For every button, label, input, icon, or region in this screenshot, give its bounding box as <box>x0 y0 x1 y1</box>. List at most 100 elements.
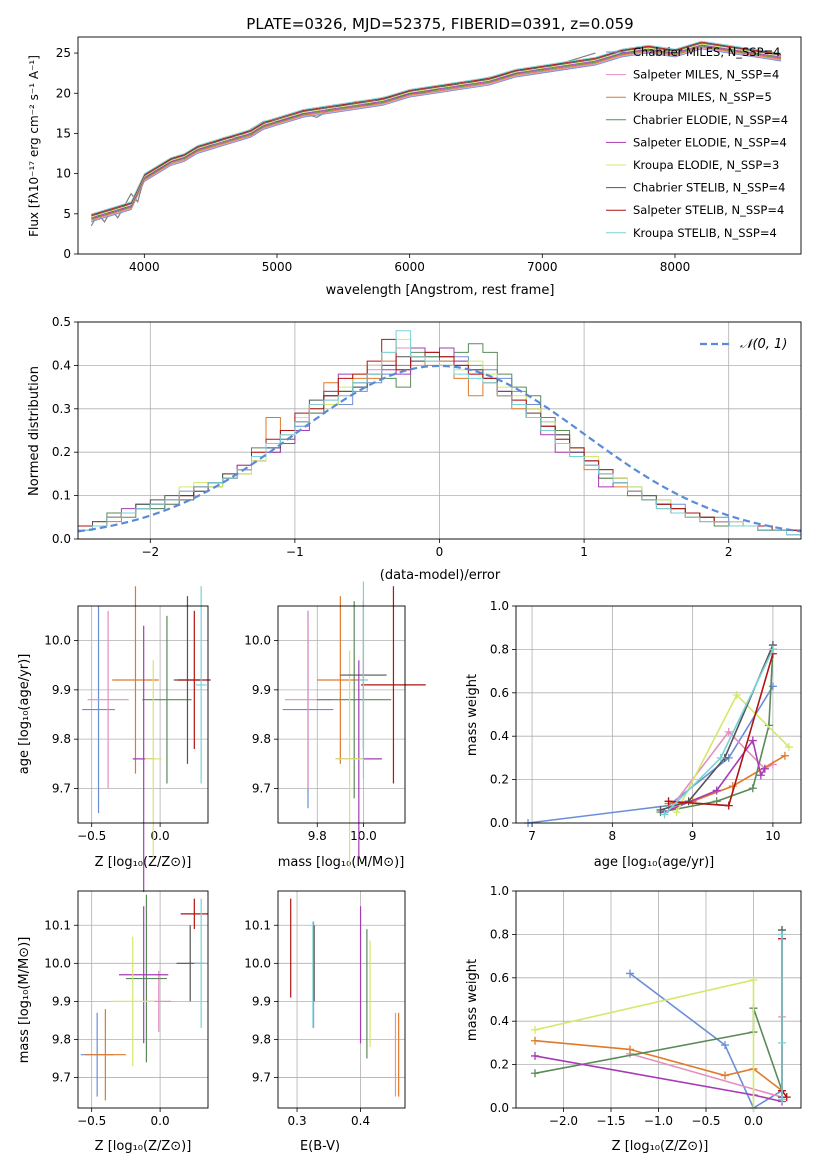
y-tick-label: 0.2 <box>52 445 71 459</box>
y-tick-label: 15 <box>56 126 71 140</box>
weight-age-x-label: age [log₁₀(age/yr)] <box>594 855 715 870</box>
weight-point-marker <box>784 743 793 752</box>
weight-point-marker <box>748 736 757 745</box>
weight-point-marker <box>531 1069 539 1078</box>
weight-point-marker <box>778 1038 786 1047</box>
histogram-legend-label: 𝒩(0, 1) <box>740 337 787 352</box>
weight-point-marker <box>756 771 765 780</box>
y-tick-label: 25 <box>56 46 71 60</box>
model-spectrum-line <box>91 48 782 223</box>
y-tick-label: 0.6 <box>490 686 509 700</box>
axes-frame <box>77 321 802 540</box>
y-tick-label: 9.9 <box>52 994 71 1008</box>
weight-point-marker <box>684 797 693 806</box>
x-tick-label: 10 <box>765 829 780 843</box>
mass-ebv-x-label: E(B-V) <box>300 1139 340 1154</box>
y-tick-label: 10 <box>56 167 71 181</box>
x-tick-label: −1.5 <box>596 1114 625 1128</box>
legend-entry: Salpeter ELODIE, N_SSP=4 <box>633 135 787 149</box>
x-tick-label: −2.0 <box>549 1114 578 1128</box>
observed-spectrum-line <box>90 52 596 227</box>
age-z-x-label: Z [log₁₀(Z/Z⊙)] <box>95 855 192 870</box>
y-tick-label: 9.7 <box>252 1071 271 1085</box>
spectrum-title: PLATE=0326, MJD=52375, FIBERID=0391, z=0… <box>246 15 633 33</box>
y-tick-label: 0.1 <box>52 489 71 503</box>
weight-z-y-label: mass weight <box>465 959 480 1041</box>
spectrum-legend: Chabrier MILES, N_SSP=4 Salpeter MILES, N… <box>606 45 788 240</box>
y-tick-label: 0.4 <box>490 729 509 743</box>
spectrum-y-label: Flux [fλ10⁻¹⁷ erg cm⁻² s⁻¹ A⁻¹] <box>27 55 41 237</box>
legend-entry: Salpeter MILES, N_SSP=4 <box>633 68 779 82</box>
y-tick-label: 0.0 <box>52 532 71 546</box>
x-tick-label: −1.0 <box>644 1114 673 1128</box>
model-spectrum-line <box>91 40 782 215</box>
x-tick-label: −1 <box>286 545 304 559</box>
y-tick-label: 0.4 <box>52 358 71 372</box>
y-tick-label: 10.1 <box>244 918 271 932</box>
weight-point-marker <box>760 764 769 773</box>
x-tick-label: 0.0 <box>744 1114 763 1128</box>
legend-entry: Kroupa MILES, N_SSP=5 <box>633 90 772 104</box>
age-mass-x-label: mass [log₁₀(M/M⊙)] <box>278 855 405 870</box>
weight-point-marker <box>768 645 777 654</box>
y-tick-label: 0.0 <box>490 816 509 830</box>
axes-frame <box>77 36 802 255</box>
age-z-y-label: age [log₁₀(age/yr)] <box>17 654 32 775</box>
y-tick-label: 9.8 <box>52 732 71 746</box>
weight-point-marker <box>764 721 773 730</box>
y-tick-label: 9.7 <box>252 781 271 795</box>
weight-point-marker <box>778 1095 786 1104</box>
x-tick-label: 6000 <box>394 260 425 274</box>
y-tick-label: 9.8 <box>252 732 271 746</box>
mass-z-y-label: mass [log₁₀(M/M⊙)] <box>17 937 32 1064</box>
x-tick-label: 7000 <box>527 260 558 274</box>
weight-point-marker <box>712 786 721 795</box>
x-tick-label: 9 <box>689 829 697 843</box>
weight-point-marker <box>748 784 757 793</box>
y-tick-label: 1.0 <box>490 599 509 613</box>
normal-distribution-curve <box>77 364 802 533</box>
y-tick-label: 5 <box>63 207 71 221</box>
mass-vs-metallicity-panel: Z [log₁₀(Z/Z⊙)] mass [log₁₀(M/M⊙)] −0.5 0… <box>17 890 209 1154</box>
y-tick-label: 9.8 <box>252 1032 271 1046</box>
legend-entry: Salpeter STELIB, N_SSP=4 <box>633 203 784 217</box>
y-tick-label: 10.0 <box>244 956 271 970</box>
weight-vs-age-panel: age [log₁₀(age/yr)] mass weight 7 8 9 10 0.0… <box>465 599 802 870</box>
y-tick-label: 9.9 <box>52 683 71 697</box>
y-tick-label: 9.7 <box>52 1071 71 1085</box>
model-spectrum-line <box>91 41 782 216</box>
y-tick-label: 10.1 <box>44 918 71 932</box>
histogram-legend: 𝒩(0, 1) <box>700 337 787 352</box>
x-tick-label: 0 <box>436 545 444 559</box>
axes-frame <box>277 605 406 824</box>
weight-point-marker <box>780 751 789 760</box>
weight-age-y-label: mass weight <box>465 674 480 756</box>
y-tick-label: 1.0 <box>490 884 509 898</box>
weight-point-marker <box>732 690 741 699</box>
model-spectrum-line <box>91 45 782 220</box>
spectrum-x-label: wavelength [Angstrom, rest frame] <box>326 283 555 298</box>
x-tick-label: −0.5 <box>77 1114 106 1128</box>
x-tick-label: 10.0 <box>350 829 377 843</box>
axes-frame <box>515 605 802 824</box>
weight-point-marker <box>724 801 733 810</box>
weight-series-line <box>660 644 774 811</box>
model-spectrum-line <box>91 42 782 217</box>
x-tick-label: 4000 <box>129 260 160 274</box>
weight-point-marker <box>721 1041 729 1050</box>
y-tick-label: 0.2 <box>490 1058 509 1072</box>
y-tick-label: 10.0 <box>244 634 271 648</box>
histogram-series <box>78 330 801 536</box>
x-tick-label: 1 <box>580 545 588 559</box>
y-tick-label: 9.9 <box>252 994 271 1008</box>
x-tick-label: 9.8 <box>308 829 327 843</box>
weight-point-marker <box>749 975 758 984</box>
weight-point-marker <box>778 930 786 939</box>
weight-point-marker <box>672 808 681 817</box>
x-tick-label: 0.0 <box>151 829 170 843</box>
y-tick-label: 0.8 <box>490 642 509 656</box>
legend-entry: Chabrier MILES, N_SSP=4 <box>633 45 780 59</box>
weight-vs-metallicity-panel: Z [log₁₀(Z/Z⊙)] mass weight −2.0 −1.5 −1.0… <box>465 884 802 1154</box>
weight-point-marker <box>716 753 725 762</box>
